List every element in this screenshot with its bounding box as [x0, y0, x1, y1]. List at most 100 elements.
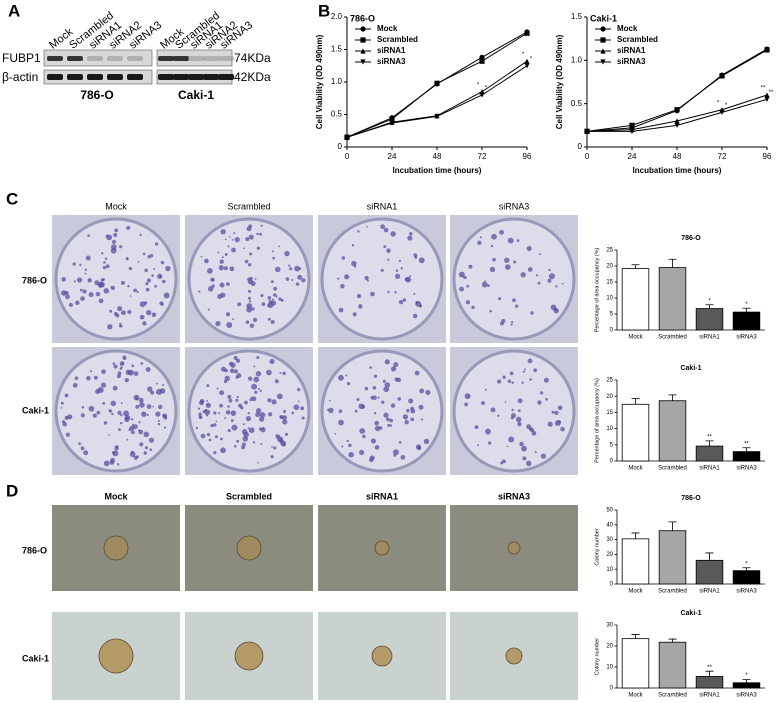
marker [764, 96, 770, 102]
photo-colony [142, 252, 146, 256]
photo-colony [231, 247, 236, 253]
photo-colony [231, 424, 238, 431]
photo-colony [217, 293, 223, 300]
photo-colony [370, 438, 376, 444]
photo-colony [358, 403, 365, 410]
photo-colony [508, 436, 515, 443]
bar [621, 268, 650, 331]
photo-colony [65, 432, 70, 437]
photo-colony [240, 406, 244, 410]
photo-colony [408, 398, 414, 404]
photo-colony [374, 425, 381, 432]
photo-colony [282, 419, 288, 425]
photo-colony [225, 410, 231, 415]
photo-colony [215, 420, 218, 423]
photo-colony [526, 460, 532, 467]
x-tick-label: 72 [478, 152, 487, 161]
photo-colony [459, 286, 464, 292]
photo-colony [119, 367, 122, 370]
photo-colony [117, 410, 122, 415]
blot-band [188, 56, 204, 61]
photo-colony [93, 375, 98, 380]
photo-colony [163, 292, 170, 299]
photo-colony [555, 285, 558, 288]
photo-colony [109, 309, 113, 313]
photo-colony [506, 445, 509, 448]
blot-band [47, 56, 63, 61]
photo-colony [373, 374, 378, 378]
photo-colony [145, 282, 149, 286]
photo-colony [227, 245, 230, 248]
photo-colony [113, 364, 118, 369]
photo-colony [197, 407, 201, 410]
photo-colony [110, 286, 113, 288]
photo-colony [111, 412, 114, 416]
photo-colony [515, 416, 522, 423]
photo-colony [233, 356, 238, 361]
photo-colony [255, 371, 262, 377]
column-label: siRNA3 [499, 201, 530, 211]
photo-colony [157, 422, 161, 426]
photo-colony [236, 439, 240, 443]
error-bar [631, 634, 640, 639]
photo-colony [273, 293, 277, 297]
error-bar [742, 307, 751, 313]
photo-colony [513, 260, 517, 264]
y-tick-label: 5 [610, 312, 614, 318]
photo-colony [522, 370, 525, 373]
photo-colony [504, 257, 510, 263]
photo-spheroid [103, 535, 129, 561]
photo-colony [87, 234, 90, 237]
photo-colony [131, 450, 134, 454]
photo-colony [97, 387, 104, 393]
photo-colony [228, 236, 231, 238]
photo-colony [418, 404, 424, 410]
photo-colony [144, 446, 149, 450]
y-axis-label: Cell Viability (OD 490nm) [315, 34, 324, 129]
photo-colony [418, 257, 425, 264]
photo-colony [220, 228, 226, 235]
photo-colony [235, 358, 241, 363]
photo-spheroid [98, 638, 134, 674]
legend-label: siRNA3 [617, 57, 646, 66]
photo-colony [228, 398, 233, 403]
photo-colony [119, 322, 122, 326]
photo-colony [554, 410, 559, 416]
photo-colony [341, 445, 344, 448]
photo-colony [249, 276, 253, 280]
photo-colony [348, 451, 354, 458]
photo-colony [137, 260, 140, 263]
photo-colony [267, 398, 272, 403]
photo-colony [104, 257, 108, 260]
photo-colony [338, 409, 343, 414]
photo-colony [114, 228, 119, 233]
x-tick-label: 24 [388, 152, 397, 161]
x-tick-label: Mock [628, 466, 643, 472]
marker [479, 92, 485, 98]
photo-colony [351, 244, 355, 247]
photo-colony [266, 369, 272, 376]
y-axis-label: Cell Viability (OD 490nm) [555, 34, 564, 129]
photo-colony [204, 409, 211, 416]
photo-colony [139, 314, 145, 320]
marker [524, 63, 530, 69]
photo-colony [283, 410, 287, 414]
photo-colony [348, 443, 352, 448]
photo-colony [527, 267, 533, 272]
photo-colony [107, 324, 113, 330]
photo-colony [62, 422, 67, 427]
photo-colony [327, 408, 330, 411]
photo-colony [289, 267, 293, 271]
photo-colony [398, 259, 402, 262]
photo-colony [545, 397, 548, 401]
photo-colony [253, 365, 256, 368]
photo-colony [213, 423, 217, 427]
photo-colony [499, 229, 504, 235]
photo-colony [468, 264, 473, 269]
bar [621, 538, 650, 585]
marker [674, 118, 680, 124]
photo-colony [224, 238, 227, 240]
photo-colony [261, 302, 266, 306]
photo-colony [206, 399, 209, 402]
legend-marker [600, 59, 606, 65]
